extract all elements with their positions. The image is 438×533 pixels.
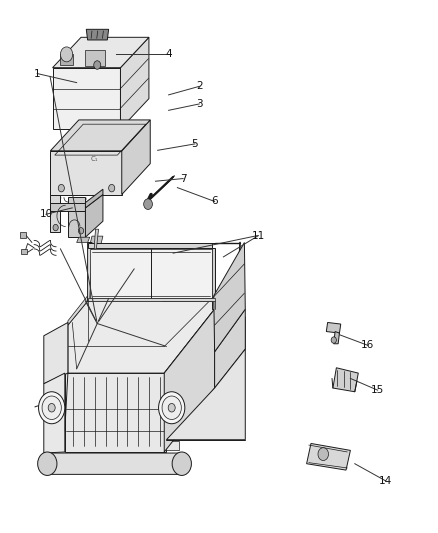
Circle shape: [168, 403, 175, 412]
Circle shape: [53, 224, 58, 231]
Polygon shape: [90, 249, 212, 298]
Polygon shape: [88, 298, 215, 301]
Text: 3: 3: [196, 99, 203, 109]
Circle shape: [162, 396, 181, 419]
Polygon shape: [122, 120, 150, 195]
Text: 16: 16: [361, 341, 374, 350]
Circle shape: [94, 61, 101, 69]
Polygon shape: [120, 37, 149, 129]
Polygon shape: [88, 243, 92, 301]
Polygon shape: [333, 368, 358, 392]
Text: 10: 10: [39, 209, 53, 219]
Text: 14: 14: [379, 476, 392, 486]
Text: 2: 2: [196, 82, 203, 91]
Text: 15: 15: [371, 385, 384, 395]
Polygon shape: [50, 195, 60, 232]
Circle shape: [159, 392, 185, 424]
Circle shape: [39, 392, 65, 424]
Circle shape: [318, 448, 328, 461]
Text: 5: 5: [191, 139, 198, 149]
Polygon shape: [53, 68, 120, 129]
Polygon shape: [46, 453, 184, 474]
Polygon shape: [68, 296, 88, 325]
Polygon shape: [44, 322, 68, 384]
Polygon shape: [86, 29, 109, 40]
Text: 1: 1: [34, 69, 41, 78]
Polygon shape: [164, 309, 215, 452]
Polygon shape: [85, 50, 105, 66]
Polygon shape: [53, 37, 149, 68]
Polygon shape: [60, 54, 73, 65]
Circle shape: [331, 337, 336, 343]
Polygon shape: [215, 309, 245, 388]
Circle shape: [42, 396, 61, 419]
Polygon shape: [45, 441, 58, 450]
Polygon shape: [214, 243, 245, 352]
Polygon shape: [188, 365, 215, 388]
Polygon shape: [166, 349, 245, 440]
Text: 11: 11: [252, 231, 265, 240]
Polygon shape: [166, 441, 179, 450]
Polygon shape: [334, 332, 339, 344]
Polygon shape: [50, 120, 150, 151]
Polygon shape: [94, 229, 99, 249]
Polygon shape: [68, 197, 85, 237]
Polygon shape: [65, 373, 166, 452]
Circle shape: [58, 184, 64, 192]
Polygon shape: [21, 249, 27, 254]
Polygon shape: [307, 443, 350, 470]
Text: 4: 4: [165, 50, 172, 59]
Polygon shape: [85, 189, 103, 208]
Polygon shape: [68, 301, 215, 373]
Circle shape: [172, 452, 191, 475]
Text: C₁: C₁: [90, 156, 98, 163]
Circle shape: [60, 47, 73, 62]
Text: 6: 6: [211, 197, 218, 206]
Polygon shape: [50, 151, 122, 195]
Polygon shape: [20, 232, 26, 238]
Circle shape: [38, 452, 57, 475]
Circle shape: [78, 228, 84, 234]
Polygon shape: [85, 195, 103, 237]
Circle shape: [48, 403, 55, 412]
Circle shape: [144, 199, 152, 209]
Polygon shape: [50, 203, 85, 211]
Polygon shape: [90, 236, 103, 245]
Text: 7: 7: [180, 174, 187, 183]
Polygon shape: [88, 243, 215, 248]
Polygon shape: [44, 373, 65, 453]
Polygon shape: [164, 309, 245, 388]
Polygon shape: [212, 248, 215, 309]
Polygon shape: [77, 237, 90, 243]
Ellipse shape: [89, 52, 102, 64]
Polygon shape: [326, 322, 341, 333]
Circle shape: [109, 184, 115, 192]
